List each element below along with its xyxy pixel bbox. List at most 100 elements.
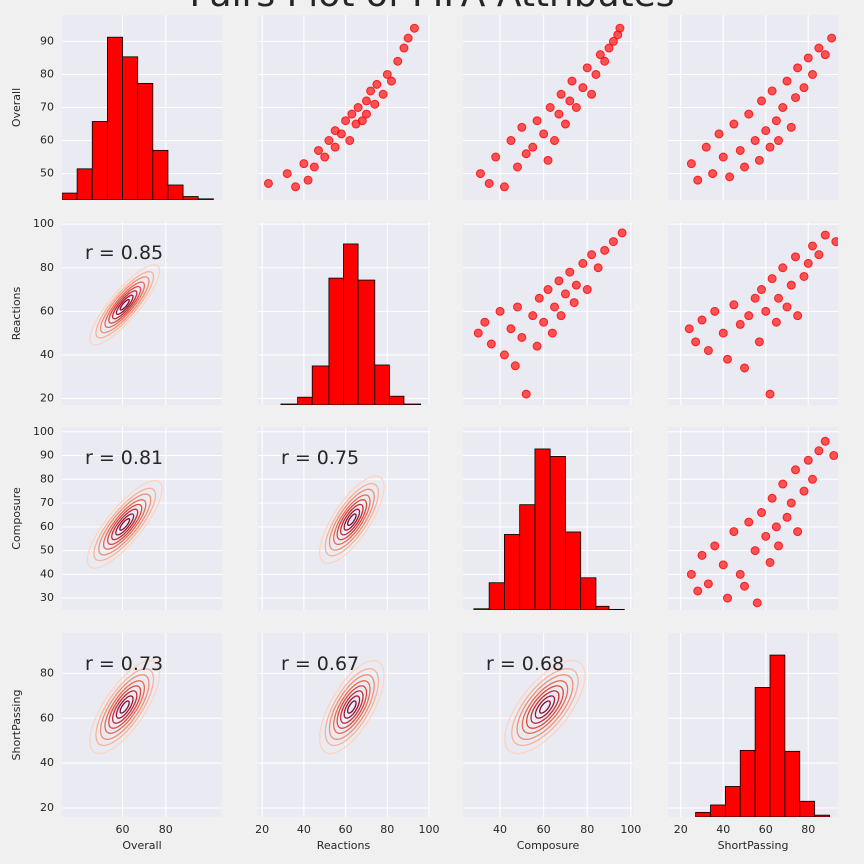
histogram-bar bbox=[504, 534, 521, 610]
scatter-point bbox=[820, 50, 830, 60]
y-axis-label: ShortPassing bbox=[10, 690, 23, 761]
scatter-point bbox=[744, 311, 754, 321]
scatter-point bbox=[378, 89, 388, 99]
scatter-point bbox=[793, 63, 803, 73]
scatter-point bbox=[593, 263, 603, 273]
scatter-point bbox=[718, 152, 728, 162]
kde-contour bbox=[333, 680, 371, 734]
scatter-point bbox=[309, 162, 319, 172]
correlation-label: r = 0.75 bbox=[281, 447, 359, 469]
scatter-point bbox=[729, 119, 739, 129]
scatter-point bbox=[729, 527, 739, 537]
kde-contour bbox=[324, 482, 380, 557]
scatter-point bbox=[324, 136, 334, 146]
histogram-bar bbox=[167, 184, 184, 200]
scatter-point bbox=[560, 119, 570, 129]
scatter-point bbox=[532, 341, 542, 351]
scatter-point bbox=[582, 63, 592, 73]
kde-contour bbox=[111, 690, 138, 724]
scatter-point bbox=[560, 289, 570, 299]
panel-background bbox=[463, 633, 633, 817]
x-tick-label: 40 bbox=[493, 823, 507, 836]
histogram-bar bbox=[739, 749, 756, 817]
y-tick-label: 80 bbox=[40, 666, 54, 679]
kde-contour bbox=[343, 508, 361, 531]
kde-contour bbox=[89, 659, 161, 755]
scatter-point bbox=[604, 43, 614, 53]
scatter-point bbox=[345, 136, 355, 146]
kde-contour bbox=[336, 499, 368, 541]
histogram-bar bbox=[122, 56, 139, 200]
kde-contour bbox=[115, 695, 134, 719]
y-tick-label: 30 bbox=[40, 591, 54, 604]
kde-contour bbox=[511, 668, 579, 747]
y-tick-label: 20 bbox=[40, 801, 54, 814]
scatter-point bbox=[684, 324, 694, 334]
scatter-point bbox=[539, 317, 549, 327]
scatter-point bbox=[473, 328, 483, 338]
scatter-point bbox=[571, 103, 581, 112]
scatter-point bbox=[723, 354, 732, 364]
kde-contour bbox=[340, 503, 364, 536]
panel-background bbox=[62, 222, 222, 405]
histogram-bar bbox=[182, 196, 199, 200]
histogram-bar bbox=[357, 279, 376, 405]
panel-background bbox=[62, 633, 222, 817]
kde-contour bbox=[89, 264, 161, 346]
scatter-point bbox=[357, 116, 367, 126]
histogram-bar bbox=[76, 168, 93, 200]
kde-contour bbox=[343, 695, 361, 719]
scatter-point bbox=[782, 302, 792, 312]
scatter-point bbox=[399, 43, 409, 53]
scatter-point bbox=[361, 109, 371, 119]
x-tick-label: 100 bbox=[419, 823, 440, 836]
scatter-point bbox=[767, 274, 777, 284]
scatter-point bbox=[341, 116, 351, 126]
scatter-point bbox=[303, 175, 313, 185]
scatter-point bbox=[571, 280, 581, 290]
x-tick-label: 60 bbox=[116, 823, 130, 836]
scatter-point bbox=[499, 182, 509, 192]
histogram-bar bbox=[519, 504, 536, 610]
scatter-point bbox=[697, 315, 707, 325]
kde-contour bbox=[95, 668, 155, 747]
scatter-point bbox=[386, 76, 396, 86]
y-tick-label: 40 bbox=[40, 567, 54, 580]
scatter-point bbox=[820, 436, 830, 446]
histogram-bar bbox=[549, 455, 566, 610]
y-tick-label: 20 bbox=[40, 391, 54, 404]
x-tick-label: 80 bbox=[380, 823, 394, 836]
scatter-point bbox=[567, 76, 577, 86]
scatter-point bbox=[793, 527, 803, 537]
scatter-point bbox=[803, 455, 813, 465]
x-tick-label: 40 bbox=[716, 823, 730, 836]
panel-background bbox=[668, 222, 838, 405]
scatter-point bbox=[735, 569, 745, 579]
y-tick-label: 40 bbox=[40, 348, 54, 361]
kde-contour bbox=[104, 680, 146, 734]
scatter-point bbox=[778, 103, 788, 112]
scatter-point bbox=[752, 598, 762, 608]
scatter-point bbox=[750, 293, 760, 303]
kde-contour bbox=[115, 294, 134, 316]
histogram-bar bbox=[488, 582, 505, 610]
scatter-point bbox=[534, 293, 544, 303]
scatter-point bbox=[565, 267, 575, 277]
kde-contour bbox=[534, 695, 556, 719]
correlation-label: r = 0.85 bbox=[85, 242, 163, 264]
scatter-point bbox=[336, 129, 346, 139]
histogram-bar bbox=[710, 804, 726, 817]
panel-background bbox=[668, 427, 838, 610]
kde-contour bbox=[102, 499, 147, 550]
chart-title: Pairs Plot of FIFA Attributes bbox=[189, 0, 674, 15]
scatter-point bbox=[600, 56, 610, 66]
kde-contour bbox=[104, 281, 146, 329]
scatter-point bbox=[486, 339, 496, 349]
y-tick-label: 90 bbox=[40, 34, 54, 47]
scatter-point bbox=[578, 258, 588, 268]
x-axis-label: Reactions bbox=[317, 839, 371, 852]
scatter-point bbox=[291, 182, 301, 192]
scatter-point bbox=[686, 569, 696, 579]
scatter-point bbox=[774, 293, 783, 303]
scatter-point bbox=[767, 493, 777, 503]
